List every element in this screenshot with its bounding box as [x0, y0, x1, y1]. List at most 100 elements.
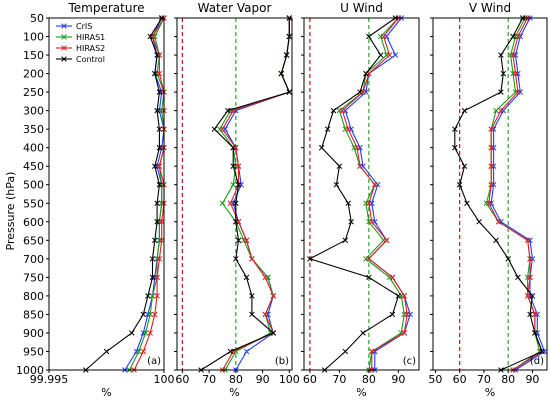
x-tick-label: 90: [391, 373, 405, 386]
data-point-control: [336, 163, 343, 169]
y-tick-label: 950: [23, 345, 44, 358]
data-point-cris: [500, 107, 507, 114]
data-point-hiras2: [156, 163, 163, 169]
data-point-cris: [529, 256, 536, 262]
data-point-control: [156, 144, 163, 151]
data-point-control: [156, 89, 163, 95]
data-point-hiras2: [243, 237, 250, 244]
y-tick-label: 300: [23, 105, 44, 118]
legend: CrIS HIRAS1 HIRAS2 Control: [56, 22, 105, 64]
data-point-control: [211, 126, 218, 132]
data-point-control: [152, 237, 158, 244]
data-point-hiras2: [527, 256, 533, 262]
x-tick-label: 70: [477, 373, 491, 386]
data-point-hiras2: [495, 219, 502, 225]
data-point-hiras2: [532, 311, 538, 318]
y-tick-label: 750: [23, 271, 44, 284]
data-point-hiras2: [147, 330, 153, 336]
data-point-control: [152, 163, 158, 169]
data-point-control: [149, 274, 156, 281]
data-point-cris: [490, 144, 497, 151]
data-point-hiras2: [156, 52, 163, 58]
data-point-control: [461, 107, 468, 114]
y-tick-label: 450: [23, 160, 44, 173]
data-point-control: [286, 33, 293, 40]
x-tick-label: 100: [154, 373, 175, 386]
legend-label: HIRAS1: [76, 33, 105, 42]
data-point-control: [147, 33, 153, 40]
data-point-control: [233, 200, 239, 207]
panel-v-wind: V Wind 50 60 70 80 90% (d): [428, 1, 548, 399]
data-point-hiras2: [524, 237, 531, 244]
x-tick-label: 99.995: [30, 373, 69, 386]
y-tick-label: 350: [23, 123, 44, 136]
legend-marker: [61, 45, 67, 51]
data-point-hiras2: [510, 52, 516, 58]
data-point-control: [366, 274, 372, 281]
data-point-hiras2: [515, 33, 521, 40]
legend-label: HIRAS2: [76, 44, 105, 53]
data-point-control: [452, 144, 458, 151]
x-tick-label: 70: [202, 373, 216, 386]
data-point-hiras2: [404, 311, 410, 318]
x-axis-label: %: [356, 386, 366, 399]
data-point-control: [360, 330, 366, 336]
data-point-control: [452, 126, 458, 132]
x-tick-label: 60: [175, 373, 189, 386]
data-point-hiras1: [219, 200, 226, 207]
panel-label: (a): [147, 356, 161, 367]
y-tick-label: 1000: [16, 364, 44, 377]
series-line-cris: [344, 17, 411, 370]
data-point-hiras2: [156, 256, 163, 262]
data-point-control: [461, 163, 468, 169]
data-point-hiras2: [488, 126, 494, 132]
data-point-control: [145, 293, 151, 299]
data-point-control: [227, 348, 234, 355]
y-tick-label: 550: [23, 197, 44, 210]
data-point-control: [342, 237, 349, 244]
panel-title: U Wind: [340, 1, 383, 15]
x-tick-label: 80: [229, 373, 243, 386]
data-point-control: [230, 163, 236, 169]
series-line-control: [85, 17, 163, 371]
data-point-control: [333, 181, 340, 188]
data-point-control: [154, 219, 160, 225]
data-point-hiras2: [339, 107, 346, 114]
data-point-hiras2: [401, 330, 408, 336]
panel-u-wind: U Wind 60 70 80 90% (c): [301, 1, 420, 399]
data-point-control: [539, 348, 545, 355]
data-point-hiras2: [345, 126, 351, 132]
data-point-cris: [498, 219, 504, 225]
series-line-control: [308, 17, 400, 371]
data-point-control: [357, 89, 363, 95]
data-point-control: [395, 293, 402, 299]
data-point-hiras2: [488, 181, 494, 188]
data-point-control: [476, 219, 482, 225]
data-point-control: [286, 89, 293, 95]
data-point-control: [249, 311, 255, 318]
data-point-control: [363, 70, 369, 77]
data-point-hiras1: [510, 70, 516, 77]
plot-frame: [176, 17, 293, 371]
y-tick-label: 900: [23, 327, 44, 340]
data-point-hiras1: [142, 330, 149, 336]
data-point-control: [324, 126, 331, 132]
panel-temperature: Temperature 50 100 150 200 250 300 350 400 450 500…: [16, 1, 175, 399]
panel-label: (d): [530, 356, 544, 367]
data-point-control: [233, 256, 239, 262]
y-tick-label: 600: [23, 216, 44, 229]
y-tick-label: 200: [23, 68, 44, 81]
series-line-hiras1: [485, 17, 541, 371]
data-point-cris: [515, 70, 521, 77]
y-tick-label: 850: [23, 308, 44, 321]
x-tick-label: 100: [279, 373, 300, 386]
data-point-hiras2: [262, 274, 269, 281]
data-point-hiras2: [512, 70, 519, 77]
data-point-control: [156, 181, 163, 188]
legend-label: Control: [76, 55, 105, 64]
series-line-control: [200, 18, 291, 371]
data-point-hiras2: [357, 163, 363, 169]
data-point-control: [348, 219, 354, 225]
x-axis-label: %: [101, 386, 111, 399]
